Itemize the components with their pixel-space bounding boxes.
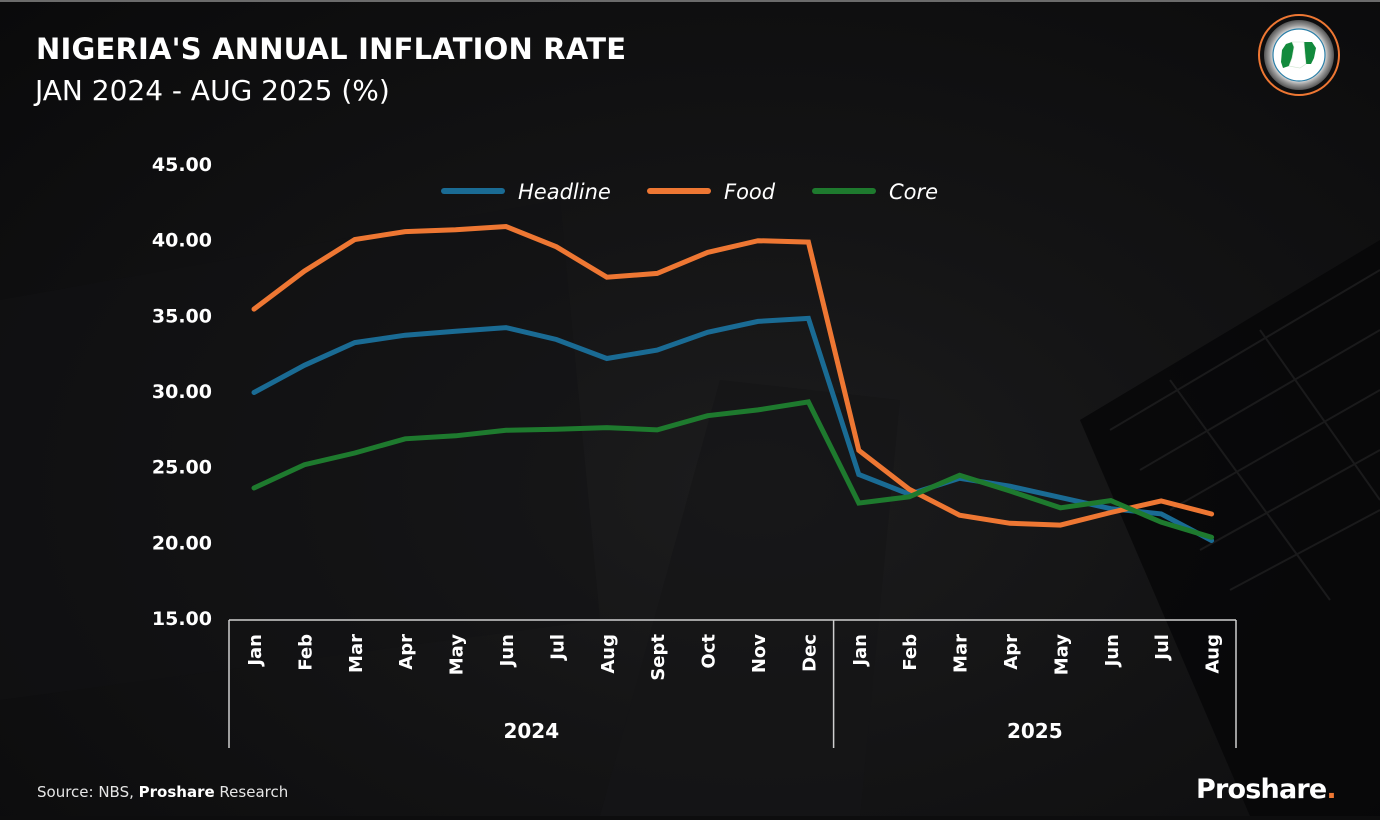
x-tick-label: Jul xyxy=(547,634,568,662)
legend-label-headline: Headline xyxy=(518,180,611,204)
y-tick-label: 40.00 xyxy=(152,230,212,252)
x-tick-label: Jun xyxy=(497,634,518,668)
series-line-food xyxy=(254,227,1212,526)
y-tick-label: 20.00 xyxy=(152,532,212,554)
year-group-label: 2025 xyxy=(1007,719,1063,743)
x-tick-label: Mar xyxy=(951,634,972,673)
y-tick-label: 35.00 xyxy=(152,305,212,327)
x-tick-label: Mar xyxy=(346,634,367,673)
x-tick-label: May xyxy=(447,634,468,676)
source-bold: Proshare xyxy=(139,783,215,801)
x-tick-label: Apr xyxy=(396,634,417,670)
legend-label-core: Core xyxy=(889,180,938,204)
x-axis: 2024 2025 Jan Feb Mar Apr May Jun Jul Aug Sept Oct N… xyxy=(229,620,1236,748)
x-tick-label: Aug xyxy=(598,634,619,674)
x-tick-label: Feb xyxy=(295,634,316,671)
x-tick-label: Dec xyxy=(799,634,820,672)
x-tick-label: Nov xyxy=(749,634,770,673)
x-tick-label: Apr xyxy=(1001,634,1022,670)
y-tick-label: 25.00 xyxy=(152,457,212,479)
x-tick-label: Aug xyxy=(1203,634,1224,674)
x-tick-label: May xyxy=(1051,634,1072,676)
series-line-core xyxy=(254,402,1212,537)
y-tick-label: 15.00 xyxy=(152,608,212,630)
year-group-label: 2024 xyxy=(503,719,559,743)
series-lines xyxy=(254,226,1212,540)
x-tick-label: Feb xyxy=(900,634,921,671)
x-tick-label: Oct xyxy=(699,634,720,669)
source-note: Source: NBS, Proshare Research xyxy=(37,783,288,801)
x-tick-label: Sept xyxy=(648,634,669,681)
brand-name: Proshare xyxy=(1196,774,1326,805)
y-tick-label: 45.00 xyxy=(152,154,212,176)
legend-label-food: Food xyxy=(724,180,776,204)
legend: Headline Food Core xyxy=(444,180,938,204)
source-prefix: Source: NBS, xyxy=(37,783,139,801)
x-tick-label: Jan xyxy=(245,634,266,668)
x-tick-label: Jun xyxy=(1102,634,1123,668)
x-tick-label: Jul xyxy=(1152,634,1173,662)
x-tick-label: Jan xyxy=(850,634,871,668)
proshare-logo: Proshare. xyxy=(1196,774,1336,805)
brand-dot: . xyxy=(1326,774,1335,805)
y-axis: 15.00 20.00 25.00 30.00 35.00 40.00 45.00 xyxy=(152,154,212,630)
source-suffix: Research xyxy=(215,783,289,801)
y-tick-label: 30.00 xyxy=(152,381,212,403)
